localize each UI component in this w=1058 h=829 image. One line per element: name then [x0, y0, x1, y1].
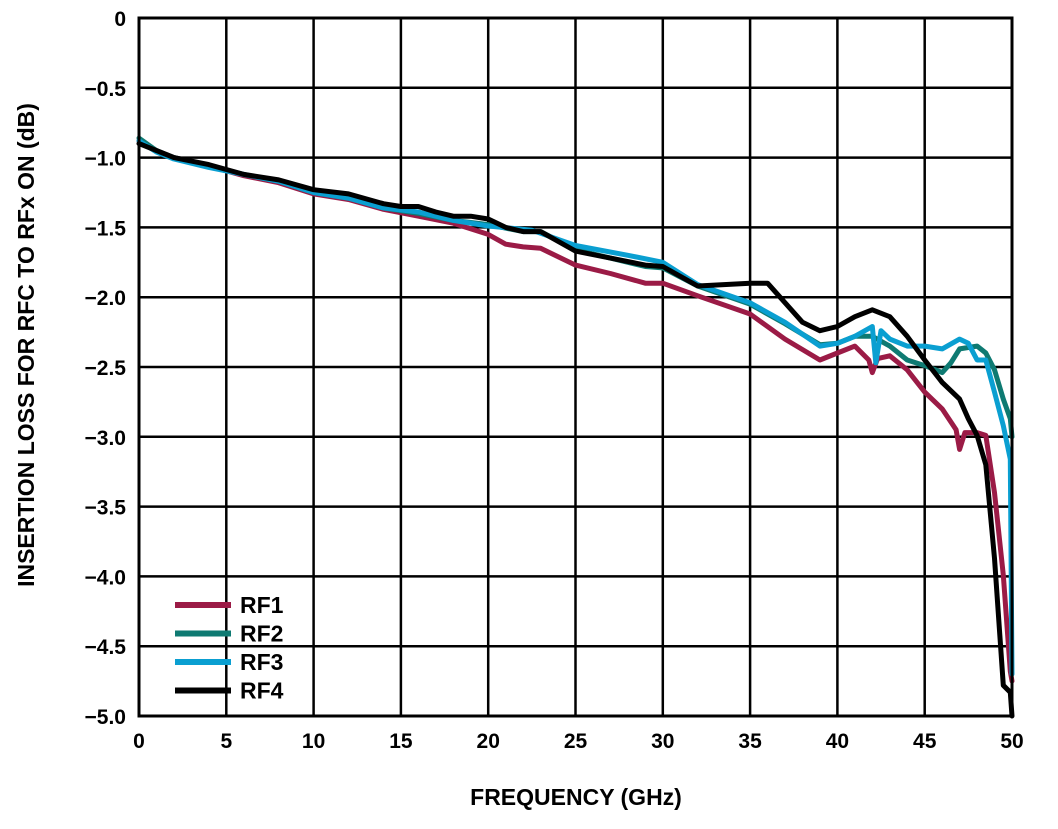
x-axis-label: FREQUENCY (GHz): [470, 784, 682, 810]
x-tick-label: 15: [389, 730, 413, 753]
x-tick-label: 50: [1000, 730, 1023, 753]
series-lines: [136, 135, 1015, 719]
x-tick-label: 40: [826, 730, 849, 753]
x-tick-label: 20: [477, 730, 500, 753]
y-tick-label: −1.5: [85, 217, 127, 240]
y-tick-label: −4.0: [85, 566, 126, 589]
y-axis-label: INSERTION LOSS FOR RFC TO RFx ON (dB): [13, 103, 39, 587]
x-tick-label: 25: [564, 730, 588, 753]
plot-frame: [137, 16, 1014, 718]
y-tick-label: −5.0: [85, 706, 126, 729]
y-tick-label: −2.0: [85, 287, 126, 310]
y-tick-label: −3.5: [85, 497, 127, 520]
y-tick-label: −4.5: [85, 636, 127, 659]
x-tick-label: 35: [738, 730, 762, 753]
series-line-rf3: [136, 138, 1015, 677]
y-tick-label: −2.5: [85, 357, 127, 380]
series-line-rf4: [136, 141, 1015, 719]
x-tick-label: 45: [913, 730, 937, 753]
x-tick-labels: 0 5 10 15 20 25 30 35 40 45 50: [133, 730, 1024, 753]
legend-label-rf4: RF4: [240, 678, 284, 704]
legend-label-rf3: RF3: [240, 649, 283, 675]
x-tick-label: 10: [302, 730, 325, 753]
legend-label-rf2: RF2: [240, 621, 283, 647]
x-tick-label: 5: [220, 730, 232, 753]
y-tick-label: −3.0: [85, 427, 126, 450]
y-tick-labels: 0 −0.5 −1.0 −1.5 −2.0 −2.5 −3.0 −3.5 −4.0 −4.5 −5.…: [85, 8, 127, 729]
y-tick-label: −0.5: [85, 78, 127, 101]
legend-label-rf1: RF1: [240, 592, 284, 618]
y-tick-label: 0: [114, 8, 126, 31]
y-tick-label: −1.0: [85, 148, 126, 171]
x-tick-label: 30: [651, 730, 674, 753]
x-tick-label: 0: [133, 730, 145, 753]
